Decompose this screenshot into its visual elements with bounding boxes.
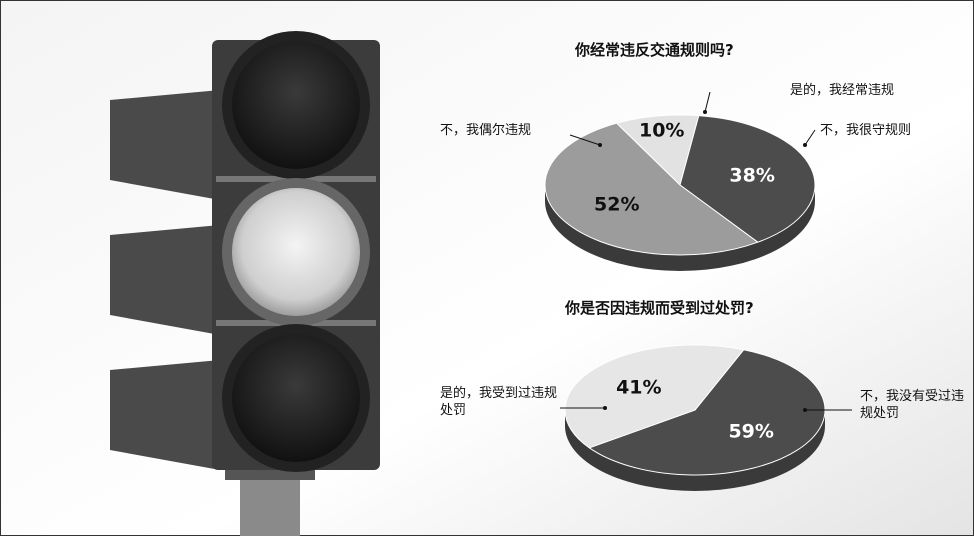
slice-label: 是的，我经常违规 [790,83,895,98]
value-label: 52% [594,194,639,216]
leader-dot [703,110,707,114]
value-label: 59% [728,421,773,443]
leader-line [569,134,601,146]
pie-slice [544,122,759,256]
pie-slice [588,349,826,476]
value-label: 41% [616,376,661,398]
leader-dot [803,408,807,412]
chart-title: 你经常违反交通规则吗? [575,41,734,59]
slice-label: 是的，我受到过违规处罚 [440,386,558,418]
slice-label: 不，我偶尔违规 [440,123,532,138]
leader-dot [598,143,602,147]
chart-title: 你是否因违规而受到过处罚? [565,299,754,317]
pie-slice [615,114,700,186]
slice-label: 不，我没有受过违规处罚 [860,389,965,421]
leader-dot [803,143,807,147]
value-label: 10% [639,120,684,142]
traffic-light [110,31,380,536]
slice-label: 不，我很守规则 [820,123,912,138]
value-label: 38% [729,164,774,186]
leader-line [704,91,711,113]
pie-slice [564,344,745,449]
leader-line [804,129,816,146]
pie-slice [679,115,816,243]
leader-dot [603,406,607,410]
